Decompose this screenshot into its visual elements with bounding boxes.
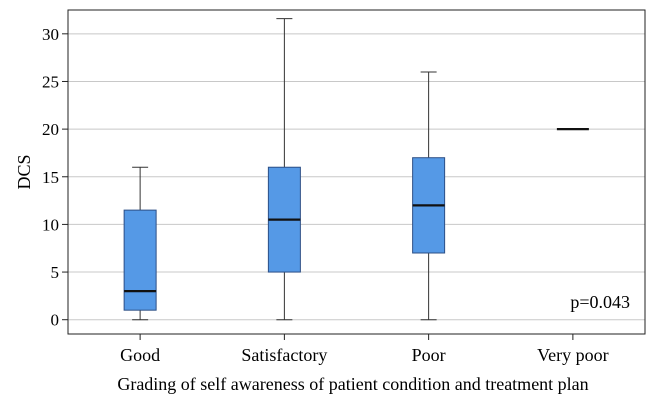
x-tick-label: Good [120,345,160,365]
x-axis-ticks: Good Satisfactory Poor Very poor [120,334,609,365]
y-axis-ticks: 0 5 10 15 20 25 30 [42,25,68,330]
y-tick-label: 0 [51,311,60,330]
box-plots [123,18,589,321]
plot-frame [67,9,646,335]
iqr-box [123,209,157,311]
x-tick-label: Satisfactory [241,345,327,365]
x-tick-label: Very poor [537,345,608,365]
y-tick-label: 25 [42,72,59,91]
y-tick-label: 10 [42,215,59,234]
box-poor [412,71,446,321]
x-axis-label: Grading of self awareness of patient con… [117,374,588,394]
y-axis-label: DCS [14,154,34,189]
y-tick-label: 20 [42,120,59,139]
grid-lines [68,33,645,321]
box-satisfactory [267,18,301,321]
x-tick-label: Poor [412,345,446,365]
box-good [123,166,157,321]
p-value-annotation: p=0.043 [570,292,630,312]
y-tick-label: 30 [42,25,59,44]
y-tick-label: 15 [42,168,59,187]
y-tick-label: 5 [51,263,60,282]
